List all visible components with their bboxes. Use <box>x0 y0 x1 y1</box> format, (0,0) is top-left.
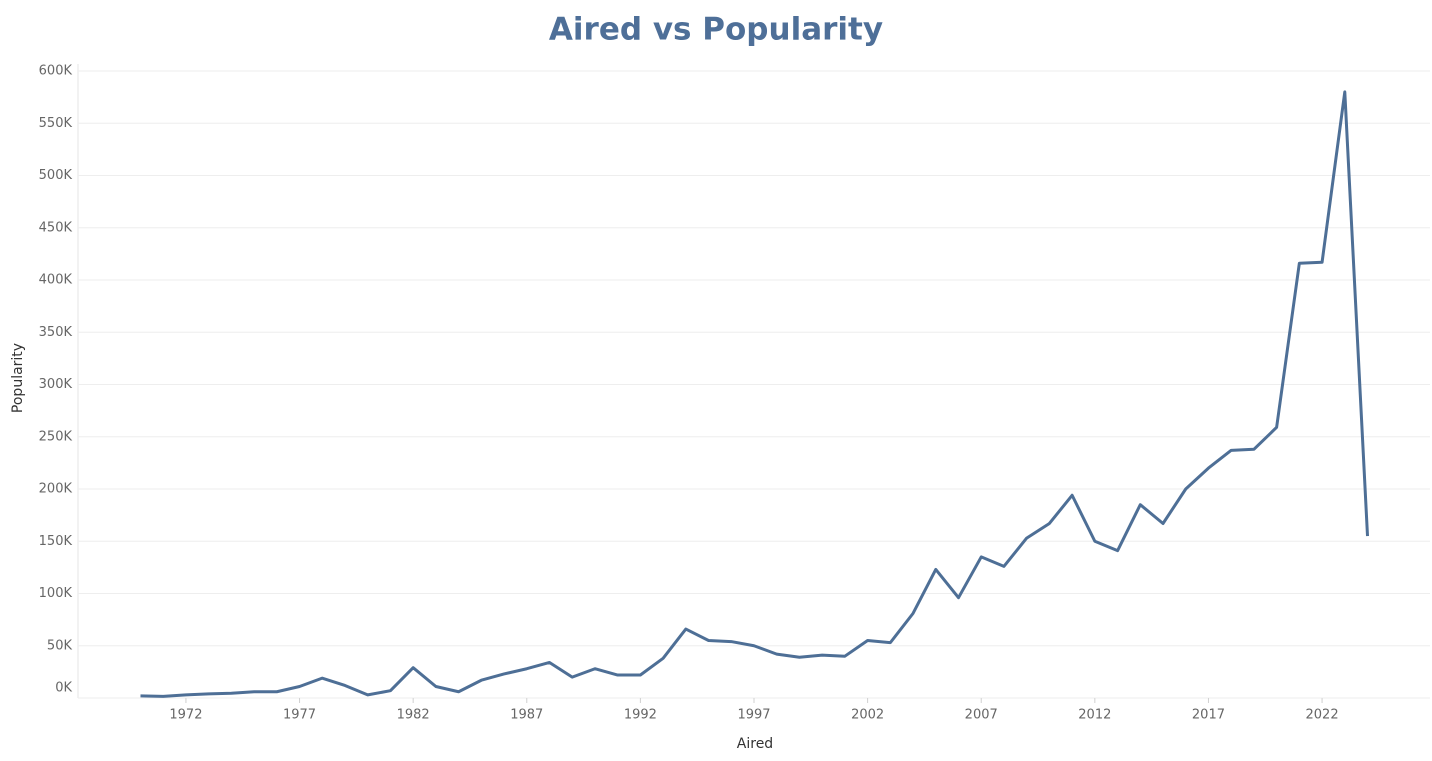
y-tick-label: 400K <box>39 273 73 288</box>
x-tick-label: 2002 <box>851 708 884 723</box>
y-tick-label: 250K <box>39 429 73 444</box>
x-tick-label: 1997 <box>737 708 770 723</box>
x-tick-label: 2007 <box>965 708 998 723</box>
y-tick-label: 200K <box>39 482 73 497</box>
x-tick-label: 2012 <box>1078 708 1111 723</box>
x-tick-label: 1982 <box>397 708 430 723</box>
y-tick-label: 300K <box>39 377 73 392</box>
x-tick-label: 2022 <box>1306 708 1339 723</box>
x-tick-label: 1977 <box>283 708 316 723</box>
x-axis-title: Aired <box>737 736 773 752</box>
y-tick-label: 500K <box>39 168 73 183</box>
line-series <box>140 90 1370 698</box>
x-tick-label: 1972 <box>169 708 202 723</box>
y-tick-label: 100K <box>39 586 73 601</box>
y-tick-label: 350K <box>39 325 73 340</box>
x-tick-label: 1992 <box>624 708 657 723</box>
y-tick-label: 450K <box>39 220 73 235</box>
x-tick-label: 1987 <box>510 708 543 723</box>
y-tick-label: 150K <box>39 534 73 549</box>
y-tick-label: 600K <box>39 64 73 79</box>
y-tick-label: 0K <box>55 681 72 696</box>
chart-title: Aired vs Popularity <box>549 12 883 48</box>
y-tick-label: 550K <box>39 116 73 131</box>
y-axis-title: Popularity <box>10 343 26 413</box>
y-tick-label: 50K <box>47 638 73 653</box>
x-tick-label: 2017 <box>1192 708 1225 723</box>
